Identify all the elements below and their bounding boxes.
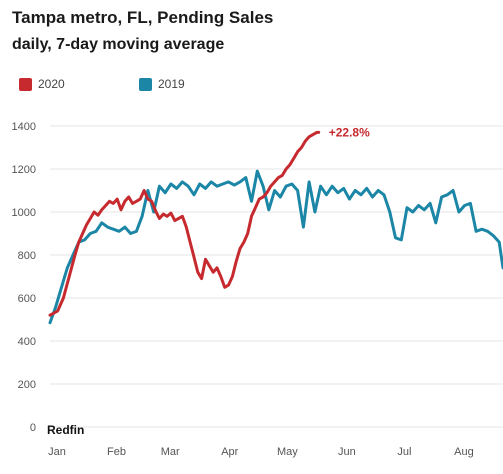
y-tick-label: 1000 xyxy=(12,207,36,219)
y-axis: 0 200 400 600 800 1000 1200 1400 xyxy=(12,121,36,434)
legend-item-2020: 2020 xyxy=(19,77,65,91)
y-tick-label: 200 xyxy=(18,379,36,391)
chart-legend: 2020 2019 xyxy=(0,77,503,95)
annotation-label: +22.8% xyxy=(329,125,370,139)
series-line-2020 xyxy=(48,130,321,317)
x-tick-label: Feb xyxy=(107,446,126,458)
legend-label-2019: 2019 xyxy=(158,77,185,91)
series-line-2019 xyxy=(48,169,503,325)
x-tick-label: Jun xyxy=(338,446,356,458)
legend-label-2020: 2020 xyxy=(38,77,65,91)
x-tick-label: Mar xyxy=(161,446,180,458)
legend-swatch-2019 xyxy=(139,77,152,91)
source-label: Redfin xyxy=(47,423,84,437)
chart-title: Tampa metro, FL, Pending Sales xyxy=(12,8,274,27)
x-tick-label: Aug xyxy=(454,446,474,458)
x-tick-label: Apr xyxy=(221,446,238,458)
legend-item-2019: 2019 xyxy=(139,77,185,91)
x-tick-label: Jul xyxy=(397,446,411,458)
x-axis: Jan Feb Mar Apr May Jun Jul Aug xyxy=(48,446,474,458)
series-lines xyxy=(48,130,503,325)
y-tick-label: 600 xyxy=(18,293,36,305)
y-tick-label: 1200 xyxy=(12,164,36,176)
y-tick-label: 1400 xyxy=(12,121,36,133)
x-tick-label: Jan xyxy=(48,446,66,458)
y-tick-label: 800 xyxy=(18,250,36,262)
grid-lines xyxy=(50,125,503,428)
chart-subtitle: daily, 7-day moving average xyxy=(12,36,225,53)
x-tick-label: May xyxy=(277,446,298,458)
legend-swatch-2020 xyxy=(19,77,32,91)
y-tick-label: 400 xyxy=(18,336,36,348)
y-tick-label: 0 xyxy=(30,422,36,434)
